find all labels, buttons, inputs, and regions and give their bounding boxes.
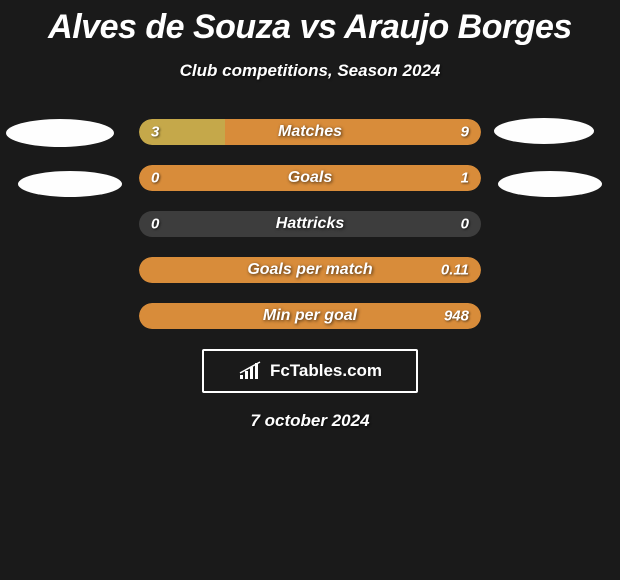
stat-label: Goals per match	[247, 261, 372, 279]
comparison-infographic: Alves de Souza vs Araujo Borges Club com…	[0, 0, 620, 431]
chart-icon	[238, 361, 264, 381]
stat-row: 948 Min per goal	[0, 303, 620, 329]
stat-label: Goals	[288, 169, 332, 187]
stat-value-right: 1	[461, 170, 469, 187]
stat-bar: 0 1 Goals	[139, 165, 481, 191]
stat-bar: 948 Min per goal	[139, 303, 481, 329]
bar-right-fill	[225, 119, 482, 145]
stat-row: 0 1 Goals	[0, 165, 620, 191]
stat-row: 0.11 Goals per match	[0, 257, 620, 283]
badge-text: FcTables.com	[270, 361, 382, 381]
stat-bar: 0.11 Goals per match	[139, 257, 481, 283]
stat-value-right: 948	[444, 308, 469, 325]
date-text: 7 october 2024	[0, 411, 620, 431]
stat-label: Hattricks	[276, 215, 344, 233]
stat-row: 0 0 Hattricks	[0, 211, 620, 237]
stat-value-left: 0	[151, 170, 159, 187]
page-title: Alves de Souza vs Araujo Borges	[0, 0, 620, 47]
stat-label: Min per goal	[263, 307, 357, 325]
stats-area: 3 9 Matches 0 1 Goals 0 0 Hattricks 0.11 Goals per…	[0, 119, 620, 329]
stat-value-right: 9	[461, 124, 469, 141]
stat-bar: 0 0 Hattricks	[139, 211, 481, 237]
stat-bar: 3 9 Matches	[139, 119, 481, 145]
stat-value-right: 0.11	[441, 262, 469, 279]
stat-row: 3 9 Matches	[0, 119, 620, 145]
stat-value-left: 3	[151, 124, 159, 141]
stat-value-right: 0	[461, 216, 469, 233]
subtitle: Club competitions, Season 2024	[0, 61, 620, 81]
stat-label: Matches	[278, 123, 342, 141]
stat-value-left: 0	[151, 216, 159, 233]
source-badge: FcTables.com	[202, 349, 418, 393]
